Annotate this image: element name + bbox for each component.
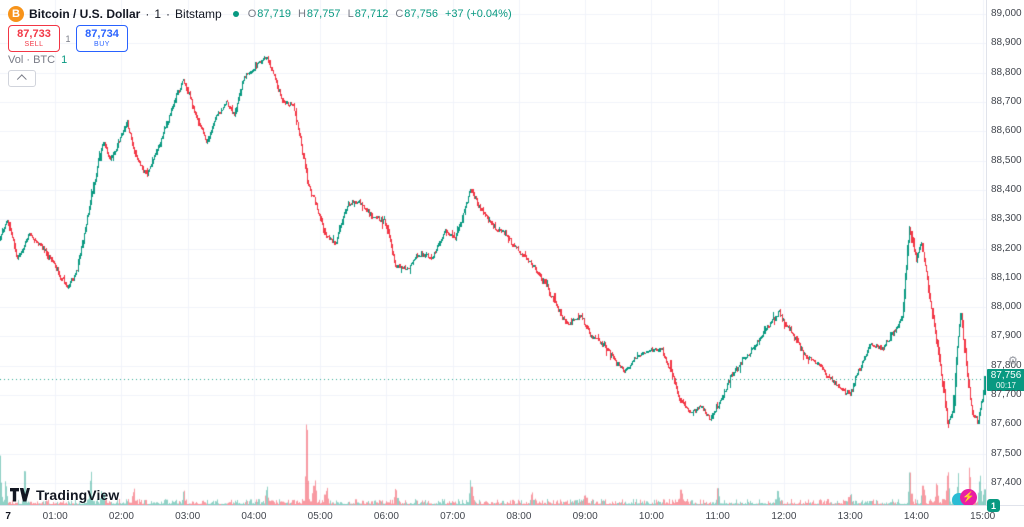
time-tick-label: 11:00 [705,511,730,522]
low-label: L [347,8,354,20]
open-value: 87,719 [257,8,291,20]
price-tick-label: 88,700 [991,95,1022,107]
sell-button[interactable]: 87,733 SELL [8,25,60,52]
time-tick-label: 10:00 [638,511,664,522]
chevron-up-icon [16,74,27,85]
interval-label[interactable]: 1 [154,7,162,21]
day-tick-label: 7 [5,511,11,522]
time-tick-label: 08:00 [506,511,532,522]
exchange-label: Bitstamp [175,7,222,21]
price-tick-label: 88,900 [991,37,1022,49]
price-tick-label: 88,400 [991,183,1022,195]
time-tick-label: 12:00 [771,511,797,522]
price-tick-label: 87,700 [991,389,1022,401]
time-tick-label: 09:00 [572,511,598,522]
price-tick-label: 88,600 [991,125,1022,137]
price-tick-label: 87,600 [991,418,1022,430]
bar-countdown: 00:17 [995,380,1017,390]
price-tick-label: 87,400 [991,477,1022,489]
gear-icon[interactable]: ⚙ [1008,355,1018,367]
time-axis[interactable]: 7 01:00 02:00 03:00 04:00 05:00 06:00 07:00 08:0… [0,505,1024,527]
open-label: O [247,8,257,20]
symbol-name[interactable]: Bitcoin / U.S. Dollar [29,7,141,21]
volume-legend[interactable]: Vol · BTC 1 [8,54,67,66]
time-tick-label: 02:00 [108,511,134,522]
spread-value: 1 [65,33,71,44]
separator: · [145,7,150,21]
time-tick-label: 15:00 [970,511,996,522]
sell-label: SELL [24,41,44,48]
high-label: H [297,8,306,20]
current-price-badge: 87,756 00:17 [987,368,1024,391]
symbol-legend: B Bitcoin / U.S. Dollar · 1 · Bitstamp O… [8,6,512,22]
bitcoin-icon: B [8,6,24,22]
low-value: 87,712 [354,8,389,20]
close-label: C [395,8,404,20]
price-tick-label: 88,100 [991,271,1022,283]
time-tick-label: 05:00 [307,511,333,522]
trade-widget: 87,733 SELL 1 87,734 BUY [8,25,128,52]
notification-count-badge[interactable]: 1 [987,499,1000,512]
buy-button[interactable]: 87,734 BUY [76,25,128,52]
time-tick-label: 04:00 [241,511,267,522]
separator: · [166,7,171,21]
price-tick-label: 89,000 [991,8,1022,20]
volume-value: 1 [61,54,68,66]
high-value: 87,757 [306,8,341,20]
market-status-icon [232,11,239,17]
volume-label: Vol · BTC [8,54,56,66]
buy-label: BUY [94,41,110,48]
tradingview-logo[interactable]: TradingView [10,487,119,503]
time-tick-label: 14:00 [903,511,929,522]
candlestick-chart-canvas[interactable] [0,0,986,505]
price-tick-label: 87,500 [991,447,1022,459]
sell-price: 87,733 [17,28,51,40]
close-value: 87,756 [404,8,438,20]
ohlc-values: O 87,719 H 87,757 L 87,712 C 87,756 +37 (+0.… [248,8,512,20]
price-axis[interactable]: 87,756 00:17 89,000 88,900 88,800 88,700 88,… [986,0,1024,505]
tradingview-logo-text: TradingView [36,487,120,503]
price-tick-label: 88,300 [991,213,1022,225]
price-tick-label: 87,900 [991,330,1022,342]
time-tick-label: 07:00 [440,511,466,522]
tradingview-logo-icon [10,488,30,502]
change-value: +37 (+0.04%) [444,8,512,20]
lightning-icon: ⚡ [960,489,977,506]
price-tick-label: 88,200 [991,242,1022,254]
current-price-value: 87,756 [990,369,1022,381]
buy-price: 87,734 [85,28,119,40]
price-tick-label: 88,500 [991,154,1022,166]
time-tick-label: 03:00 [175,511,201,522]
time-tick-label: 13:00 [837,511,863,522]
price-tick-label: 87,800 [991,359,1022,371]
collapse-legend-button[interactable] [8,70,36,87]
time-tick-label: 06:00 [373,511,399,522]
price-tick-label: 88,800 [991,66,1022,78]
time-tick-label: 01:00 [42,511,68,522]
boost-widget[interactable]: ⚡ [952,489,978,509]
price-tick-label: 88,000 [991,301,1022,313]
